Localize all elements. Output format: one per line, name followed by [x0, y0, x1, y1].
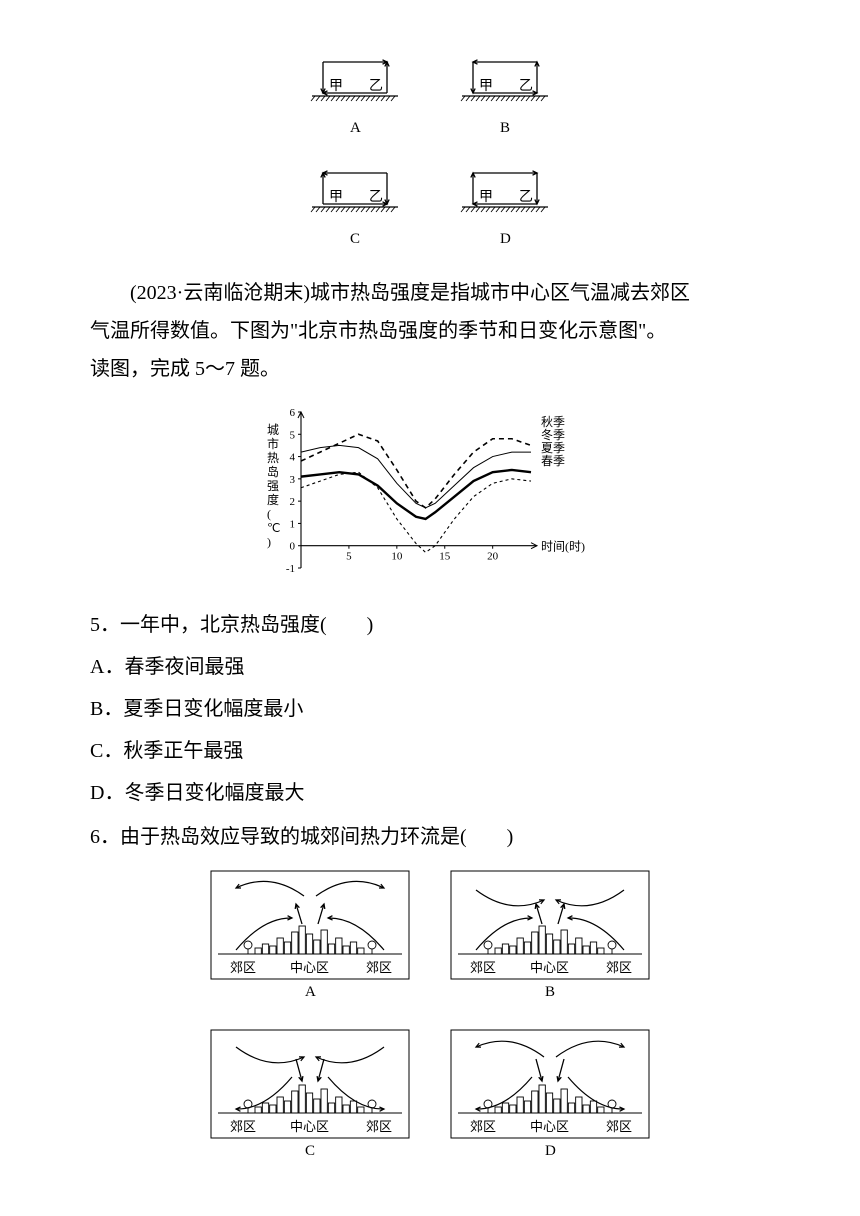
svg-text:乙: 乙: [519, 78, 533, 94]
passage-line1: (2023·云南临沧期末)城市热岛强度是指城市中心区气温减去郊区: [90, 274, 770, 312]
svg-text:秋季: 秋季: [541, 415, 565, 429]
svg-text:中心区: 中心区: [290, 1119, 329, 1134]
svg-text:郊区: 郊区: [366, 960, 392, 975]
svg-text:中心区: 中心区: [530, 1119, 569, 1134]
svg-text:郊区: 郊区: [606, 960, 632, 975]
svg-text:D: D: [545, 1143, 556, 1159]
svg-text:中心区: 中心区: [530, 960, 569, 975]
arrow-box-D: 甲 乙 D: [455, 161, 555, 249]
svg-text:甲: 甲: [479, 190, 493, 205]
source-tag: (2023·云南临沧期末): [130, 282, 310, 304]
svg-text:A: A: [305, 984, 316, 1000]
arrow-box-A: 甲 乙 A: [305, 50, 405, 138]
svg-text:城: 城: [267, 423, 279, 437]
svg-text:郊区: 郊区: [470, 960, 496, 975]
svg-text:0: 0: [290, 541, 296, 553]
svg-text:郊区: 郊区: [230, 960, 256, 975]
svg-text:A: A: [350, 120, 361, 136]
svg-text:郊区: 郊区: [366, 1119, 392, 1134]
arrow-box-B: 甲 乙 B: [455, 50, 555, 138]
q5-opt-b: B．夏季日变化幅度最小: [90, 690, 770, 728]
svg-text:3: 3: [290, 474, 296, 486]
svg-text:D: D: [500, 231, 511, 247]
circulation-D: 郊区 中心区 郊区 D: [450, 1029, 650, 1161]
svg-text:度: 度: [267, 492, 279, 507]
passage-line2: 气温所得数值。下图为"北京市热岛强度的季节和日变化示意图"。: [90, 312, 770, 350]
svg-text:岛: 岛: [267, 464, 279, 479]
svg-text:C: C: [350, 231, 360, 247]
svg-text:6: 6: [290, 407, 296, 419]
circulation-A: 郊区 中心区 郊区 A: [210, 870, 410, 1002]
svg-text:乙: 乙: [369, 78, 383, 94]
svg-text:郊区: 郊区: [470, 1119, 496, 1134]
svg-text:市: 市: [267, 436, 279, 451]
heat-island-chart: -1 0 1 2 3 4 5 6 5 10 15 20 城市热岛强度(℃) 时间(时) 秋季冬季夏季春季: [90, 402, 770, 592]
svg-text:-1: -1: [286, 563, 295, 575]
svg-text:20: 20: [487, 551, 499, 563]
q5-stem: 5．一年中，北京热岛强度( ): [90, 606, 770, 644]
svg-text:夏季: 夏季: [541, 441, 565, 455]
svg-text:4: 4: [290, 452, 296, 464]
svg-text:冬季: 冬季: [541, 427, 565, 442]
arrow-box-C: 甲 乙 C: [305, 161, 405, 249]
svg-text:C: C: [305, 1143, 315, 1159]
q5-opt-d: D．冬季日变化幅度最大: [90, 774, 770, 812]
svg-text:10: 10: [391, 551, 403, 563]
svg-text:强: 强: [267, 479, 279, 493]
svg-text:B: B: [545, 984, 555, 1000]
svg-text:1: 1: [290, 518, 296, 530]
svg-text:乙: 乙: [369, 189, 383, 205]
svg-text:B: B: [500, 120, 510, 136]
svg-text:5: 5: [290, 429, 296, 441]
svg-text:甲: 甲: [329, 190, 343, 205]
svg-text:甲: 甲: [329, 79, 343, 94]
svg-text:℃: ℃: [267, 521, 280, 535]
passage-line3: 读图，完成 5～7 题。: [90, 350, 770, 388]
svg-text:乙: 乙: [519, 189, 533, 205]
svg-text:时间(时): 时间(时): [541, 540, 585, 554]
circulation-C: 郊区 中心区 郊区 C: [210, 1029, 410, 1161]
svg-text:郊区: 郊区: [230, 1119, 256, 1134]
q5-opt-a: A．春季夜间最强: [90, 648, 770, 686]
circulation-B: 郊区 中心区 郊区 B: [450, 870, 650, 1002]
svg-text:甲: 甲: [479, 79, 493, 94]
svg-text:(: (: [267, 507, 271, 521]
svg-text:热: 热: [267, 451, 279, 465]
top-diagrams: 甲乙A 甲乙B 甲乙C 甲乙D: [90, 50, 770, 262]
q6-stem: 6．由于热岛效应导致的城郊间热力环流是( ): [90, 818, 770, 856]
svg-text:中心区: 中心区: [290, 960, 329, 975]
svg-text:郊区: 郊区: [606, 1119, 632, 1134]
svg-text:5: 5: [346, 551, 352, 563]
svg-text:): ): [267, 535, 271, 549]
svg-text:春季: 春季: [541, 454, 565, 468]
svg-text:2: 2: [290, 496, 296, 508]
svg-text:15: 15: [439, 551, 451, 563]
q5-opt-c: C．秋季正午最强: [90, 732, 770, 770]
q6-diagrams: 郊区中心区郊区A 郊区中心区郊区B 郊区中心区郊区C: [90, 870, 770, 1174]
